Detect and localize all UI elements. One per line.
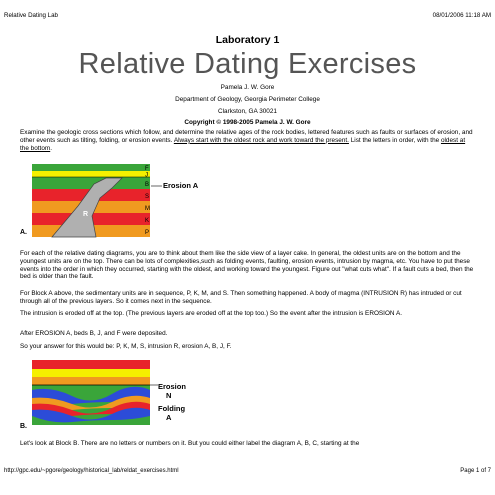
block-b-diagram: Erosion N Folding A [32,360,212,433]
print-header-title: Relative Dating Lab [4,12,59,19]
paragraph-1: For each of the relative dating diagrams… [20,250,474,281]
block-b-label: B. [20,423,27,430]
layer-j [32,171,150,177]
letter-k: K [145,218,149,224]
folding-a-label-2: A [166,413,172,422]
oldest-rock-link[interactable]: Always start with the oldest rock and wo… [173,136,349,144]
paragraph-2: For Block A above, the sedimentary units… [20,290,462,305]
print-header-date: 08/01/2006 11:18 AM [432,12,491,19]
lab-number: Laboratory 1 [215,34,280,46]
layer-f [32,164,150,171]
author: Pamela J. W. Gore [220,84,275,91]
block-a-label: A. [20,229,27,236]
letter-m: M [145,206,150,212]
letter-s: S [145,194,149,200]
page-title: Relative Dating Exercises [78,48,417,80]
paragraph-4: After EROSION A, beds B, J, and F were d… [20,330,168,337]
paragraph-5: So your answer for this would be: P, K, … [20,343,232,350]
erosion-a-label: Erosion A [163,181,199,190]
layer-b [32,177,150,189]
block-b-top-yellow [32,369,150,377]
oldest-at-bottom-link[interactable]: oldest at the bottom [20,136,466,152]
intrusion-r [51,177,123,238]
copyright: Copyright © 1998-2005 Pamela J. W. Gore [184,119,311,126]
block-b-svg: Erosion N Folding A [32,360,186,425]
print-footer: http://gpc.edu/~pgore/geology/historical… [4,468,491,478]
erosion-n-label-2: N [166,391,171,400]
folding-a-label-1: Folding [158,404,185,413]
block-b-top-orange [32,377,150,385]
paragraph-6: Let's look at Block B. There are no lett… [20,440,360,447]
intrusion-label: R [83,211,88,218]
intro-text-2: List the letters in order, with the [348,136,441,144]
letter-f: F [145,166,149,172]
print-footer-url: http://gpc.edu/~pgore/geology/historical… [4,468,179,474]
fold-band-blue-2 [32,407,150,423]
intro-text-3: . [50,144,52,152]
intro-paragraph: Examine the geologic cross sections whic… [20,129,475,152]
block-a-diagram: F J B S M K P R Erosion A [32,164,232,249]
erosion-n-label-1: Erosion [158,382,186,391]
letter-b: B [145,182,149,188]
letter-p: P [145,230,149,236]
block-a-svg: F J B S M K P R Erosion A [32,164,199,238]
block-b-top-red [32,360,150,369]
print-footer-page: Page 1 of 7 [460,468,491,474]
intro-text: Examine the geologic cross sections whic… [20,129,473,144]
location: Clarkston, GA 30021 [218,108,277,115]
department: Department of Geology, Georgia Perimeter… [175,96,320,103]
paragraph-3: The intrusion is eroded off at the top. … [20,310,402,317]
print-header: Relative Dating Lab 08/01/2006 11:18 AM [4,12,491,22]
letter-j: J [145,173,148,179]
